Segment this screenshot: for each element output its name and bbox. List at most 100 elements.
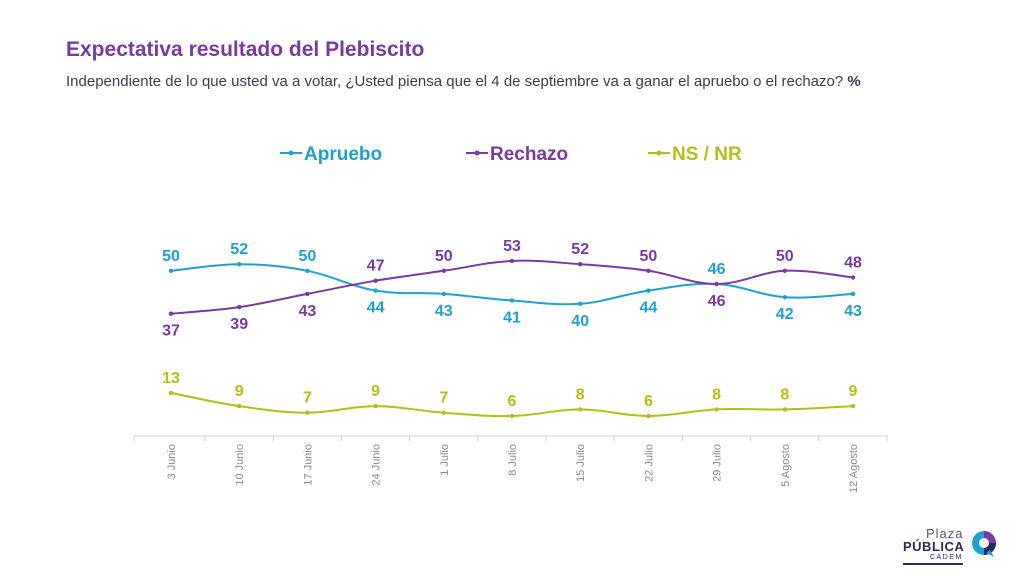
point-rechazo-2 — [305, 291, 310, 297]
point-rechazo-7 — [646, 268, 651, 273]
label-nsnr-2: 7 — [303, 390, 312, 407]
point-apruebo-9 — [782, 295, 787, 300]
label-apruebo-7: 44 — [640, 300, 658, 317]
plaza-publica-logo: Plaza PÚBLICA CADEM — [900, 526, 1000, 570]
label-rechazo-8: 46 — [708, 293, 726, 310]
point-apruebo-6 — [578, 301, 583, 306]
label-rechazo-2: 43 — [299, 303, 317, 320]
label-apruebo-8: 46 — [708, 261, 726, 278]
label-rechazo-9: 50 — [776, 248, 794, 265]
chart-legend: Apruebo Rechazo NS / NR — [280, 144, 742, 165]
label-rechazo-0: 37 — [162, 323, 180, 340]
series-line-apruebo — [170, 263, 854, 306]
point-nsnr-10 — [850, 403, 856, 409]
label-apruebo-4: 43 — [435, 303, 453, 320]
logo-text-publica: PÚBLICA — [903, 539, 965, 554]
x-tick-label-2: 17 Junio — [302, 444, 314, 486]
data-labels-layer: 50 52 50 44 43 41 40 44 46 42 43 37 39 43 47 50 53 52 50 46… — [162, 238, 862, 410]
point-nsnr-9 — [782, 407, 787, 412]
legend-item-rechazo: Rechazo — [466, 144, 568, 165]
point-apruebo-2 — [305, 268, 310, 273]
legend-item-apruebo: Apruebo — [280, 144, 382, 165]
label-nsnr-7: 6 — [644, 393, 653, 410]
point-apruebo-0 — [168, 268, 174, 273]
label-rechazo-5: 53 — [503, 238, 521, 255]
point-rechazo-10 — [850, 275, 856, 280]
logo-text-cadem: CADEM — [930, 554, 963, 561]
x-tick-label-4: 1 Julio — [439, 444, 451, 476]
point-rechazo-0 — [168, 311, 174, 316]
legend-marker-rechazo — [474, 150, 480, 156]
label-rechazo-4: 50 — [435, 248, 453, 265]
label-rechazo-1: 39 — [230, 316, 248, 333]
point-rechazo-4 — [441, 268, 446, 273]
point-nsnr-0 — [168, 390, 174, 396]
point-apruebo-5 — [509, 298, 515, 303]
label-rechazo-3: 47 — [367, 258, 385, 275]
point-apruebo-7 — [646, 288, 651, 293]
label-nsnr-6: 8 — [576, 386, 585, 403]
legend-item-nsnr: NS / NR — [648, 144, 742, 165]
x-tick-label-1: 10 Junio — [234, 444, 246, 486]
label-apruebo-3: 44 — [367, 300, 385, 317]
point-apruebo-3 — [373, 288, 378, 293]
x-tick-label-7: 22 Julio — [643, 444, 655, 482]
point-nsnr-1 — [237, 403, 242, 409]
cadem-swirl-icon — [972, 531, 996, 557]
legend-label-nsnr: NS / NR — [672, 144, 742, 165]
x-tick-label-5: 8 Julio — [507, 444, 519, 476]
label-apruebo-10: 43 — [844, 303, 862, 320]
legend-label-apruebo: Apruebo — [304, 144, 382, 165]
label-nsnr-3: 9 — [371, 383, 380, 400]
point-nsnr-3 — [373, 403, 378, 409]
label-apruebo-2: 50 — [299, 248, 317, 265]
subtitle-unit: % — [847, 73, 861, 90]
logo-text-plaza: Plaza — [926, 526, 964, 541]
point-nsnr-2 — [305, 410, 310, 415]
x-tick-label-6: 15 Julio — [575, 444, 587, 482]
label-rechazo-7: 50 — [640, 248, 658, 265]
label-nsnr-5: 6 — [508, 393, 517, 410]
series-layer — [168, 258, 856, 419]
label-nsnr-1: 9 — [235, 383, 244, 400]
label-rechazo-6: 52 — [571, 241, 589, 258]
label-apruebo-6: 40 — [571, 313, 589, 330]
point-nsnr-8 — [714, 407, 719, 412]
legend-marker-nsnr — [656, 150, 662, 156]
legend-label-rechazo: Rechazo — [490, 144, 568, 165]
point-rechazo-1 — [237, 304, 242, 310]
logo-underline — [903, 563, 963, 565]
x-tick-label-9: 5 Agosto — [780, 444, 792, 487]
legend-marker-apruebo — [288, 150, 294, 156]
x-tick-label-3: 24 Junio — [371, 444, 383, 486]
label-apruebo-5: 41 — [503, 310, 521, 327]
label-nsnr-8: 8 — [712, 386, 721, 403]
point-apruebo-10 — [850, 291, 856, 297]
x-tick-label-8: 29 Julio — [712, 444, 724, 482]
point-rechazo-8 — [714, 281, 719, 287]
x-tick-label-0: 3 Junio — [166, 444, 178, 479]
label-apruebo-1: 52 — [230, 241, 248, 258]
label-apruebo-9: 42 — [776, 306, 794, 323]
label-nsnr-9: 8 — [780, 386, 789, 403]
point-apruebo-1 — [237, 262, 242, 267]
series-line-rechazo — [170, 259, 854, 315]
x-tick-label-10: 12 Agosto — [848, 444, 860, 493]
point-nsnr-7 — [646, 413, 651, 419]
subtitle-text: Independiente de lo que usted va a votar… — [66, 73, 844, 90]
point-nsnr-5 — [509, 413, 515, 419]
chart-title: Expectativa resultado del Plebiscito — [66, 38, 425, 61]
label-rechazo-10: 48 — [844, 254, 862, 271]
point-rechazo-5 — [509, 258, 515, 264]
point-apruebo-4 — [441, 291, 446, 297]
chart-subtitle: Independiente de lo que usted va a votar… — [66, 73, 861, 90]
point-rechazo-3 — [373, 278, 378, 283]
label-apruebo-0: 50 — [162, 248, 180, 265]
label-nsnr-0: 13 — [162, 370, 180, 387]
point-rechazo-6 — [578, 262, 583, 267]
point-rechazo-9 — [782, 268, 787, 273]
point-nsnr-4 — [441, 410, 446, 415]
x-axis-ticks: 3 Junio 10 Junio 17 Junio 24 Junio 1 Julio 8 … — [133, 436, 888, 493]
label-nsnr-10: 9 — [849, 383, 858, 400]
